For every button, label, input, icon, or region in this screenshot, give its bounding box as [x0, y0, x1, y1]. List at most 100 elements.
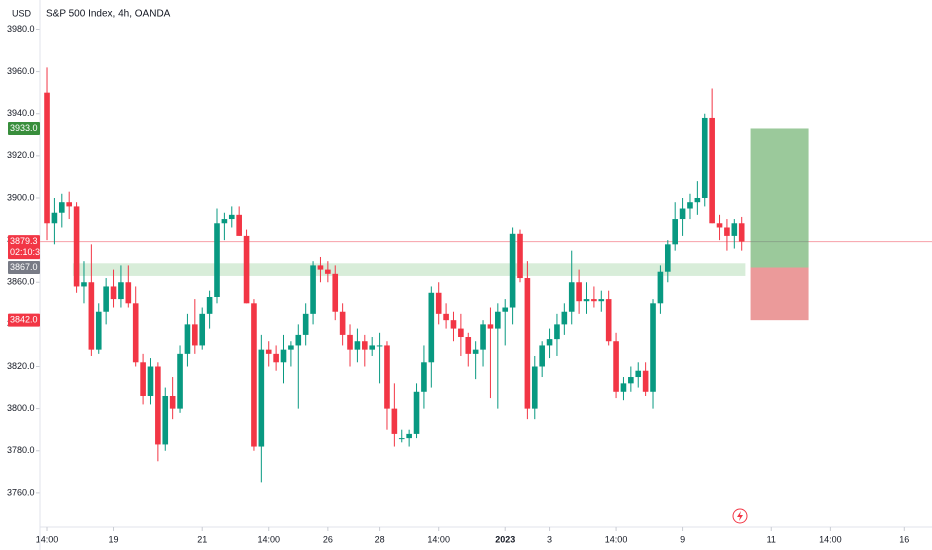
candle-body — [258, 349, 265, 447]
y-axis-label: USD — [12, 8, 32, 18]
candle-body — [44, 92, 50, 224]
candle-body — [132, 303, 139, 363]
candle-body — [731, 223, 738, 236]
candle-body — [465, 337, 472, 354]
candle-body — [228, 214, 235, 220]
candle-body — [361, 341, 368, 350]
candle-body — [458, 328, 464, 338]
candle-body — [214, 223, 220, 297]
y-tick-label: 3900.0 — [7, 192, 35, 202]
price-label-box — [8, 313, 40, 327]
candle-body — [576, 282, 582, 302]
y-tick-label: 3860.0 — [7, 277, 35, 287]
candle-body — [332, 273, 339, 312]
candle-body — [273, 353, 279, 363]
chart-title: S&P 500 Index, 4h, OANDA — [46, 9, 171, 20]
candle-body — [398, 438, 405, 440]
candle-body — [672, 219, 678, 245]
candle-body — [613, 341, 619, 392]
price-label: 3933.0 — [10, 123, 38, 133]
candle-body — [317, 265, 324, 270]
candle-body — [421, 362, 427, 392]
candle-body — [192, 324, 198, 346]
candle-body — [251, 303, 257, 447]
y-tick-label: 3920.0 — [7, 150, 35, 160]
x-tick-label: 9 — [680, 534, 685, 544]
candle-body — [428, 292, 435, 363]
candle-body — [628, 377, 634, 384]
candle-body — [472, 349, 479, 354]
candle-body — [243, 235, 250, 304]
candle-body — [51, 212, 58, 224]
candle-body — [487, 324, 494, 329]
x-tick-label: 14:00 — [257, 534, 280, 544]
candle-body — [539, 345, 545, 367]
candle-body — [546, 339, 553, 346]
candle-body — [221, 219, 228, 224]
candle-body — [531, 366, 538, 409]
candle-body — [66, 202, 72, 207]
candle-body — [738, 223, 745, 242]
y-tick-label: 3800.0 — [7, 403, 35, 413]
candle-body — [635, 370, 642, 378]
candle-body — [554, 324, 560, 340]
candle-body — [502, 307, 509, 312]
x-tick-label: 3 — [547, 534, 552, 544]
candle-body — [81, 282, 87, 287]
candle-body — [657, 271, 664, 304]
candle-body — [524, 278, 531, 409]
candle-body — [302, 313, 309, 335]
x-tick-label: 14:00 — [819, 534, 842, 544]
candle-body — [73, 206, 80, 287]
candle-body — [450, 320, 457, 329]
x-tick-label: 14:00 — [427, 534, 450, 544]
candle-body — [701, 117, 708, 198]
y-tick-label: 3820.0 — [7, 361, 35, 371]
candle-body — [435, 292, 442, 314]
candle-body — [147, 366, 154, 396]
candle-body — [687, 202, 693, 209]
x-tick-label: 28 — [375, 534, 385, 544]
candle-body — [280, 349, 287, 363]
x-tick-label: 14:00 — [36, 534, 59, 544]
candle-body — [561, 311, 568, 325]
price-label-box — [8, 121, 40, 135]
candle-body — [110, 286, 117, 300]
candle-body — [95, 311, 102, 350]
candle-body — [265, 349, 272, 354]
price-label: 3879.3 — [10, 236, 38, 246]
loss-zone — [750, 267, 809, 321]
candle-body — [206, 296, 213, 314]
candle-body — [288, 345, 294, 350]
candle-body — [369, 345, 375, 350]
price-label-box — [8, 261, 40, 274]
candle-body — [177, 353, 183, 409]
candle-body — [480, 324, 486, 350]
price-label: 3842.0 — [10, 315, 38, 325]
y-tick-label: 3760.0 — [7, 487, 35, 497]
profit-zone — [750, 128, 809, 268]
x-tick-label: 2023 — [495, 534, 515, 544]
candle-body — [598, 299, 605, 302]
x-tick-label: 26 — [323, 534, 333, 544]
candle-body — [509, 233, 516, 308]
candle-body — [583, 299, 590, 302]
candle-body — [495, 311, 501, 329]
candle-body — [347, 334, 353, 350]
y-tick-label: 3980.0 — [7, 24, 35, 34]
candle-body — [88, 282, 95, 350]
candle-body — [679, 208, 686, 220]
price-label: 3867.0 — [10, 262, 38, 272]
candle-body — [568, 282, 575, 312]
candle-body — [642, 370, 649, 392]
candle-body — [199, 313, 206, 346]
price-label-box — [8, 235, 40, 260]
candle-body — [155, 366, 161, 445]
candle-body — [517, 233, 523, 279]
candle-body — [236, 214, 242, 236]
candle-body — [406, 433, 412, 439]
x-tick-label: 16 — [899, 534, 909, 544]
candle-body — [413, 391, 420, 434]
candle-body — [184, 324, 191, 354]
